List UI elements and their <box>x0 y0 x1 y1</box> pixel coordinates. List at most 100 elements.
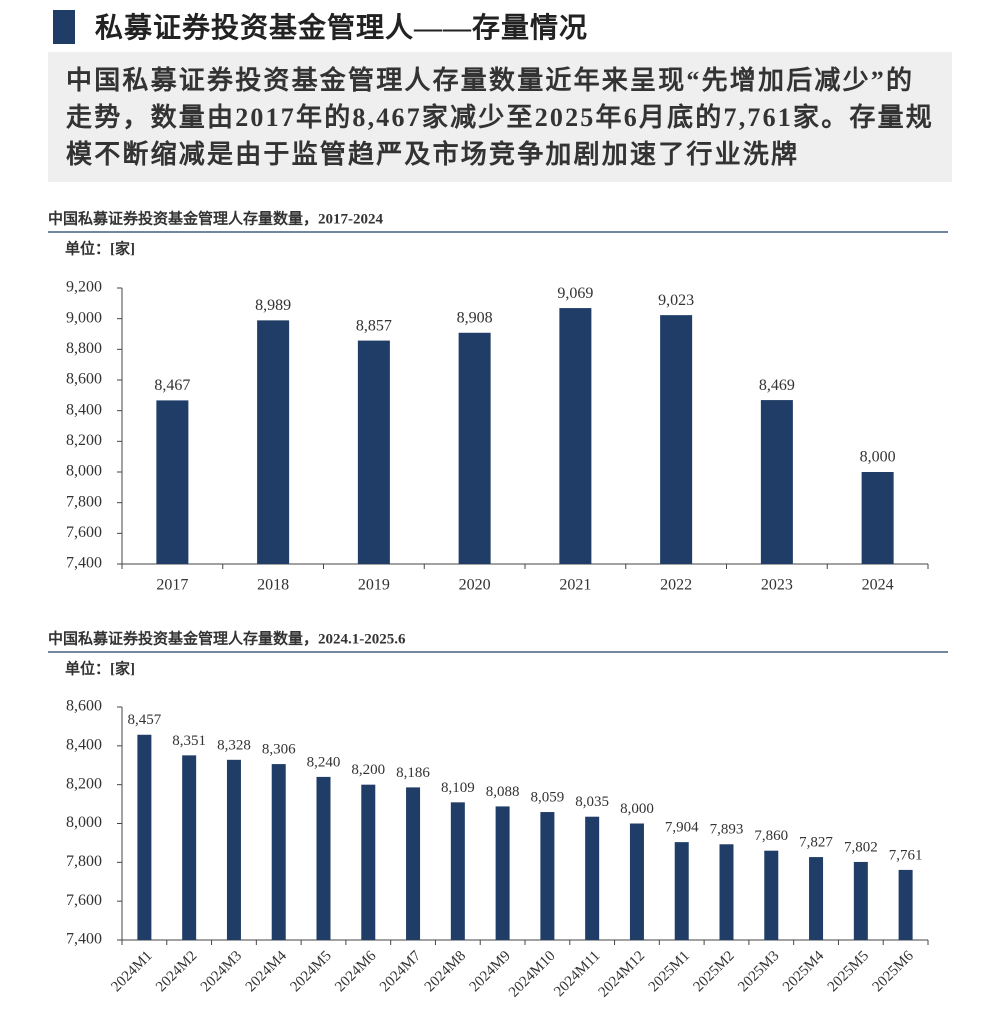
value-label: 9,069 <box>557 285 593 302</box>
bar <box>450 802 465 940</box>
y-tick-label: 7,600 <box>66 892 102 909</box>
bar <box>760 400 793 564</box>
y-tick-label: 8,600 <box>66 698 102 715</box>
chart-title: 中国私募证券投资基金管理人存量数量，2017-2024 <box>48 209 383 227</box>
x-tick-label: 2025M2 <box>690 948 737 995</box>
y-tick-label: 7,400 <box>66 931 102 948</box>
y-tick-label: 7,600 <box>66 524 102 541</box>
bar <box>137 734 152 940</box>
bar <box>458 332 491 564</box>
y-tick-label: 9,000 <box>66 309 102 326</box>
x-tick-label: 2023 <box>761 577 793 594</box>
x-tick-label: 2025M4 <box>780 948 828 996</box>
bar <box>540 812 555 940</box>
x-tick-label: 2024M12 <box>596 948 649 1001</box>
header-mark <box>53 10 75 44</box>
x-tick-label: 2025M6 <box>870 948 918 996</box>
x-tick-label: 2022 <box>660 577 692 594</box>
y-tick-label: 8,000 <box>66 463 102 480</box>
value-label: 8,457 <box>128 712 162 728</box>
value-label: 7,904 <box>665 820 699 836</box>
bar <box>809 857 824 940</box>
value-label: 7,802 <box>844 839 878 855</box>
y-tick-label: 8,400 <box>66 401 102 418</box>
bar <box>674 842 689 940</box>
bar <box>226 759 241 940</box>
x-tick-label: 2024M3 <box>198 948 245 995</box>
x-tick-label: 2024 <box>862 577 894 594</box>
x-tick-label: 2021 <box>559 577 591 594</box>
value-label: 8,467 <box>154 377 190 394</box>
value-label: 8,306 <box>262 742 296 758</box>
value-label: 8,088 <box>486 784 520 800</box>
bar <box>764 850 779 940</box>
bar <box>406 787 421 940</box>
value-label: 8,989 <box>255 297 291 314</box>
bar <box>257 320 290 564</box>
bar <box>271 764 286 940</box>
value-label: 8,351 <box>172 733 206 749</box>
bar <box>559 308 592 564</box>
bar <box>585 816 600 940</box>
x-tick-label: 2024M8 <box>422 948 469 995</box>
charts: 中国私募证券投资基金管理人存量数量，2017-2024 单位：[家] 7,400 7,… <box>48 209 948 1001</box>
value-label: 8,857 <box>356 317 392 334</box>
y-tick-label: 8,600 <box>66 371 102 388</box>
y-tick-label: 7,800 <box>66 853 102 870</box>
value-label: 7,761 <box>889 847 923 863</box>
bar <box>629 823 644 940</box>
bar <box>898 869 913 940</box>
x-tick-label: 2024M1 <box>108 948 155 995</box>
bar <box>357 340 390 564</box>
x-tick-label: 2018 <box>257 577 289 594</box>
value-label: 8,109 <box>441 780 475 796</box>
x-tick-label: 2024M11 <box>551 948 603 1000</box>
x-tick-label: 2024M10 <box>506 948 559 1001</box>
x-tick-label: 2017 <box>156 577 188 594</box>
chart-title: 中国私募证券投资基金管理人存量数量，2024.1-2025.6 <box>48 629 406 647</box>
unit-label: 单位：[家] <box>65 659 135 677</box>
y-tick-label: 7,800 <box>66 493 102 510</box>
bar <box>316 776 331 940</box>
header-title: 私募证券投资基金管理人——存量情况 <box>95 13 589 44</box>
x-tick-label: 2024M5 <box>287 948 334 995</box>
y-tick-label: 8,000 <box>66 814 102 831</box>
bar <box>182 755 197 940</box>
x-tick-label: 2024M4 <box>243 948 291 996</box>
x-tick-label: 2019 <box>358 577 390 594</box>
value-label: 8,328 <box>217 737 251 753</box>
value-label: 8,186 <box>396 765 430 781</box>
bar <box>719 844 734 940</box>
value-label: 8,035 <box>575 794 609 810</box>
x-tick-label: 2024M7 <box>377 948 425 996</box>
x-tick-label: 2025M3 <box>735 948 782 995</box>
bar <box>495 806 510 940</box>
value-label: 8,059 <box>531 789 565 805</box>
value-label: 8,908 <box>457 309 493 326</box>
x-tick-label: 2020 <box>459 577 491 594</box>
y-tick-label: 8,400 <box>66 737 102 754</box>
value-label: 7,827 <box>799 835 833 851</box>
value-label: 7,893 <box>710 822 744 838</box>
x-tick-label: 2024M6 <box>332 948 380 996</box>
bar <box>156 400 189 564</box>
bar <box>660 315 693 564</box>
value-label: 8,200 <box>351 762 385 778</box>
bar <box>861 472 894 564</box>
summary: 中国私募证券投资基金管理人存量数量近年来呈现“先增加后减少”的走势，数量由201… <box>48 52 952 182</box>
value-label: 7,860 <box>754 828 788 844</box>
value-label: 8,469 <box>759 377 795 394</box>
bar <box>361 784 376 940</box>
x-tick-label: 2025M1 <box>646 948 693 995</box>
value-label: 8,000 <box>860 449 896 466</box>
y-tick-label: 7,400 <box>66 555 102 572</box>
bar <box>853 861 868 940</box>
x-tick-label: 2025M5 <box>825 948 872 995</box>
value-label: 8,240 <box>307 754 341 770</box>
unit-label: 单位：[家] <box>65 239 135 257</box>
value-label: 9,023 <box>658 292 694 309</box>
y-tick-label: 9,200 <box>66 279 102 296</box>
y-tick-label: 8,200 <box>66 775 102 792</box>
value-label: 8,000 <box>620 801 654 817</box>
